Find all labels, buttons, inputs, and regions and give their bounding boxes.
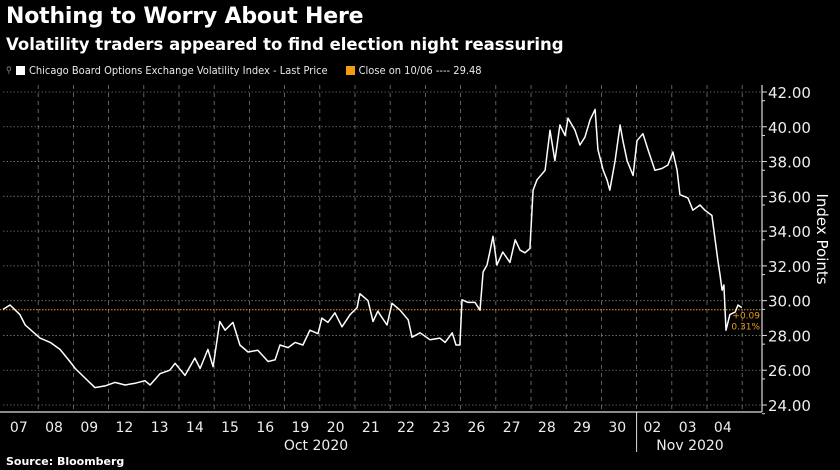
y-tick-label: 28.00 [768,327,811,345]
legend-series-label: Chicago Board Options Exchange Volatilit… [28,64,328,77]
legend-swatch-close [345,66,355,75]
chart-title: Nothing to Worry About Here [6,4,364,29]
y-tick-label: 26.00 [768,362,811,380]
y-tick-label: 24.00 [768,397,811,415]
x-tick-label: 20 [327,420,345,436]
y-axis-label: Index Points [813,193,831,285]
legend: ⚲ Chicago Board Options Exchange Volatil… [6,64,482,77]
chart-subtitle: Volatility traders appeared to find elec… [6,35,564,54]
x-tick-label: 28 [538,420,556,436]
pin-icon: ⚲ [6,65,12,76]
vix-series-line [2,108,743,389]
x-tick-label: 08 [45,420,63,436]
month-label: Oct 2020 [284,438,348,454]
x-tick-label: 09 [80,420,98,436]
x-tick-label: 13 [151,420,169,436]
x-tick-label: 26 [468,420,486,436]
x-tick-label: 02 [644,420,662,436]
month-label: Nov 2020 [656,438,723,454]
x-tick-label: 22 [397,420,415,436]
y-tick-label: 36.00 [768,188,811,206]
y-tick-label: 40.00 [768,119,811,137]
y-tick-label: 32.00 [768,258,811,276]
legend-swatch-series [15,66,25,75]
pct-change-annotation: 0.31% [731,323,760,333]
x-tick-label: 03 [679,420,697,436]
y-tick-label: 38.00 [768,154,811,172]
x-tick-label: 14 [186,420,204,436]
x-tick-label: 19 [292,420,310,436]
y-tick-label: 42.00 [768,84,811,102]
y-tick-label: 34.00 [768,223,811,241]
x-tick-label: 21 [362,420,380,436]
source-note: Source: Bloomberg [6,455,125,468]
x-tick-label: 15 [221,420,239,436]
legend-close-label: Close on 10/06 ---- 29.48 [358,64,482,77]
y-tick-label: 30.00 [768,293,811,311]
change-annotation: +0.09 [732,312,760,322]
x-tick-label: 30 [608,420,626,436]
x-tick-label: 27 [503,420,521,436]
x-tick-label: 23 [432,420,450,436]
x-tick-label: 04 [714,420,732,436]
x-tick-label: 29 [573,420,591,436]
x-tick-label: 16 [256,420,274,436]
x-tick-label: 12 [116,420,134,436]
x-tick-label: 07 [10,420,28,436]
